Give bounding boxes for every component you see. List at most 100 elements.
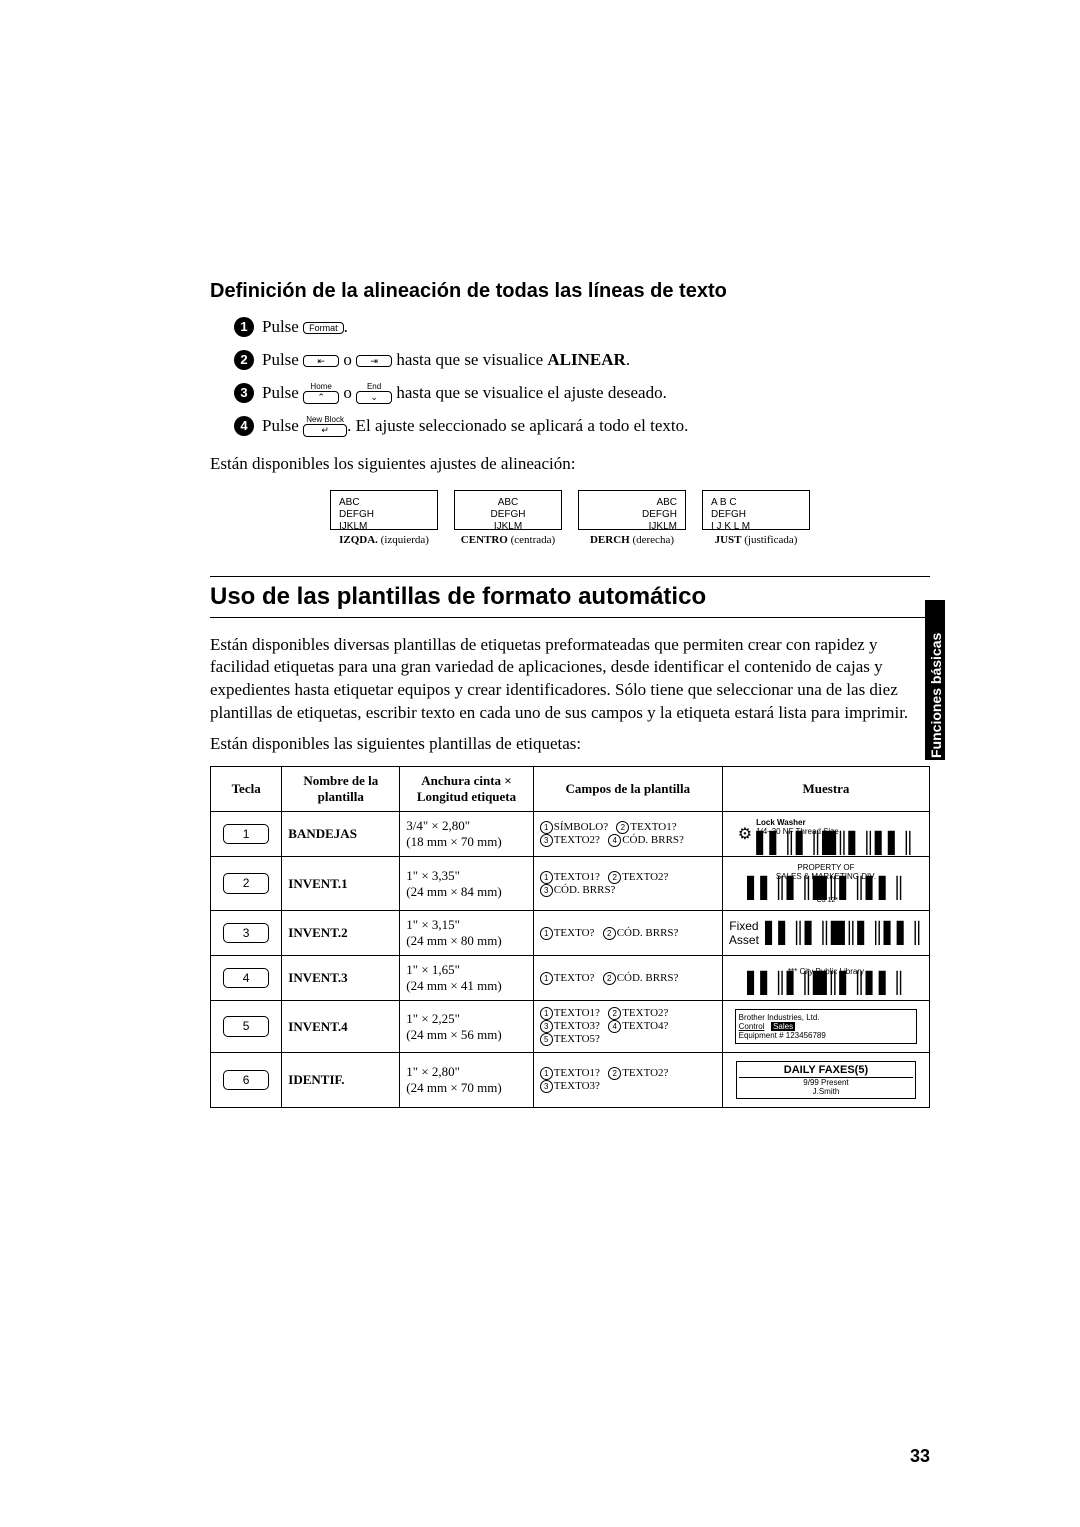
cell-size: 1" × 2,25"(24 mm × 56 mm) bbox=[400, 1001, 533, 1053]
cell-size: 3/4" × 2,80"(18 mm × 70 mm) bbox=[400, 812, 533, 857]
th-campos: Campos de la plantilla bbox=[533, 767, 722, 812]
cell-size: 1" × 3,35"(24 mm × 84 mm) bbox=[400, 857, 533, 911]
number-key: 2 bbox=[223, 873, 269, 893]
step-text: . bbox=[626, 350, 630, 369]
paragraph: Están disponibles diversas plantillas de… bbox=[210, 634, 930, 726]
table-row: 4INVENT.31" × 1,65"(24 mm × 41 mm)1TEXTO… bbox=[211, 956, 930, 1001]
align-center-example: ABCDEFGHIJKLM CENTRO (centrada) bbox=[454, 490, 562, 546]
section-tab: Funciones básicas bbox=[925, 600, 945, 760]
cell-campos: 1TEXTO1? 2TEXTO2?3TEXTO3? 4TEXTO4?5TEXTO… bbox=[533, 1001, 722, 1053]
template-table: Tecla Nombre de la plantilla Anchura cin… bbox=[210, 766, 930, 1108]
align-right-example: ABCDEFGHIJKLM DERCH (derecha) bbox=[578, 490, 686, 546]
align-left-example: ABCDEFGHIJKLM IZQDA. (izquierda) bbox=[330, 490, 438, 546]
step-1: 1 Pulse Format. bbox=[234, 313, 930, 342]
table-row: 5 INVENT.41" × 2,25"(24 mm × 56 mm)1TEXTO… bbox=[211, 1001, 930, 1053]
cell-tecla: 3 bbox=[211, 911, 282, 956]
cell-muestra: Brother Industries, Ltd.Control SalesEqu… bbox=[722, 1001, 929, 1053]
step-text: Pulse bbox=[262, 383, 303, 402]
key-top-label: New Block bbox=[306, 416, 344, 424]
align-text: A B C bbox=[711, 497, 737, 508]
step-bullet: 4 bbox=[234, 416, 254, 436]
alignment-examples: ABCDEFGHIJKLM IZQDA. (izquierda) ABCDEFG… bbox=[210, 490, 930, 546]
table-row: 6IDENTIF.1" × 2,80"(24 mm × 70 mm)1TEXTO… bbox=[211, 1053, 930, 1108]
align-just-example: A B CDEFGHI J K L M JUST (justificada) bbox=[702, 490, 810, 546]
align-text: IJKLM bbox=[339, 521, 367, 532]
cell-size: 1" × 3,15"(24 mm × 80 mm) bbox=[400, 911, 533, 956]
up-arrow-key: ⌃ bbox=[303, 391, 339, 404]
step-text: Pulse bbox=[262, 350, 303, 369]
cell-muestra: Fixed Asset▌▌║▌║█║▌║▌▌║ bbox=[722, 911, 929, 956]
step-2: 2 Pulse ⇤ o ⇥ hasta que se visualice ALI… bbox=[234, 346, 930, 375]
align-text: ABC bbox=[339, 497, 360, 508]
th-size: Anchura cinta × Longitud etiqueta bbox=[400, 767, 533, 812]
cell-nombre: INVENT.3 bbox=[282, 956, 400, 1001]
cell-nombre: INVENT.1 bbox=[282, 857, 400, 911]
enter-key: ↵ bbox=[303, 424, 347, 437]
th-muestra: Muestra bbox=[722, 767, 929, 812]
align-caption-bold: DERCH bbox=[590, 534, 630, 546]
align-text: DEFGH bbox=[339, 509, 374, 520]
key-top-label: Home bbox=[310, 383, 331, 391]
left-arrow-key: ⇤ bbox=[303, 355, 339, 368]
subsection-heading: Definición de la alineación de todas las… bbox=[210, 280, 930, 303]
th-tecla: Tecla bbox=[211, 767, 282, 812]
cell-muestra: PROPERTY OFSALES & MARKETING DIV.▌▌║▌║█║… bbox=[722, 857, 929, 911]
th-nombre: Nombre de la plantilla bbox=[282, 767, 400, 812]
cell-muestra: DAILY FAXES(5)9/99 PresentJ.Smith bbox=[722, 1053, 929, 1108]
align-caption-bold: CENTRO bbox=[461, 534, 508, 546]
step-4: 4 Pulse New Block↵. El ajuste selecciona… bbox=[234, 412, 930, 441]
down-arrow-key: ⌄ bbox=[356, 391, 392, 404]
align-text: DEFGH bbox=[642, 509, 677, 520]
align-text: IJKLM bbox=[649, 521, 677, 532]
cell-campos: 1TEXTO? 2CÓD. BRRS? bbox=[533, 956, 722, 1001]
align-caption-bold: JUST bbox=[715, 534, 742, 546]
cell-nombre: IDENTIF. bbox=[282, 1053, 400, 1108]
section-tab-label: Funciones básicas bbox=[928, 598, 944, 758]
align-caption-bold: IZQDA. bbox=[339, 534, 378, 546]
align-caption: (justificada) bbox=[742, 534, 798, 546]
align-text: I J K L M bbox=[711, 521, 750, 532]
cell-tecla: 4 bbox=[211, 956, 282, 1001]
right-arrow-key: ⇥ bbox=[356, 355, 392, 368]
step-text: Pulse bbox=[262, 317, 303, 336]
align-caption: (derecha) bbox=[630, 534, 674, 546]
table-row: 1BANDEJAS3/4" × 2,80"(18 mm × 70 mm)1SÍM… bbox=[211, 812, 930, 857]
number-key: 6 bbox=[223, 1070, 269, 1090]
step-3: 3 Pulse Home⌃ o End⌄ hasta que se visual… bbox=[234, 379, 930, 408]
key-top-label: End bbox=[367, 383, 381, 391]
page-number: 33 bbox=[910, 1446, 930, 1467]
cell-campos: 1SÍMBOLO? 2TEXTO1?3TEXTO2? 4CÓD. BRRS? bbox=[533, 812, 722, 857]
cell-nombre: INVENT.2 bbox=[282, 911, 400, 956]
number-key: 5 bbox=[223, 1016, 269, 1036]
step-text: o bbox=[343, 350, 356, 369]
cell-muestra: ⚙Lock Washer1/4–20 NF Thread Size▌▌║▌║█║… bbox=[722, 812, 929, 857]
section-heading: Uso de las plantillas de formato automát… bbox=[210, 576, 930, 618]
step-bullet: 1 bbox=[234, 317, 254, 337]
step-text: hasta que se visualice bbox=[396, 350, 547, 369]
step-text: hasta que se visualice el ajuste deseado… bbox=[396, 383, 666, 402]
step-text: Pulse bbox=[262, 416, 303, 435]
cell-tecla: 6 bbox=[211, 1053, 282, 1108]
format-key: Format bbox=[303, 322, 344, 335]
number-key: 4 bbox=[223, 968, 269, 988]
step-text: o bbox=[343, 383, 356, 402]
cell-campos: 1TEXTO1? 2TEXTO2?3CÓD. BRRS? bbox=[533, 857, 722, 911]
cell-campos: 1TEXTO? 2CÓD. BRRS? bbox=[533, 911, 722, 956]
align-caption: (izquierda) bbox=[378, 534, 429, 546]
table-row: 3INVENT.21" × 3,15"(24 mm × 80 mm)1TEXTO… bbox=[211, 911, 930, 956]
step-list: 1 Pulse Format. 2 Pulse ⇤ o ⇥ hasta que … bbox=[234, 313, 930, 441]
step-bullet: 3 bbox=[234, 383, 254, 403]
step-bullet: 2 bbox=[234, 350, 254, 370]
cell-size: 1" × 2,80"(24 mm × 70 mm) bbox=[400, 1053, 533, 1108]
step-text: . El ajuste seleccionado se aplicará a t… bbox=[347, 416, 688, 435]
number-key: 1 bbox=[223, 824, 269, 844]
step-text: . bbox=[344, 317, 348, 336]
align-text: ABC bbox=[498, 497, 519, 508]
cell-tecla: 5 bbox=[211, 1001, 282, 1053]
cell-nombre: INVENT.4 bbox=[282, 1001, 400, 1053]
align-text: DEFGH bbox=[491, 509, 526, 520]
cell-tecla: 2 bbox=[211, 857, 282, 911]
align-text: ABC bbox=[656, 497, 677, 508]
alignment-intro: Están disponibles los siguientes ajustes… bbox=[210, 453, 930, 476]
align-caption: (centrada) bbox=[508, 534, 555, 546]
